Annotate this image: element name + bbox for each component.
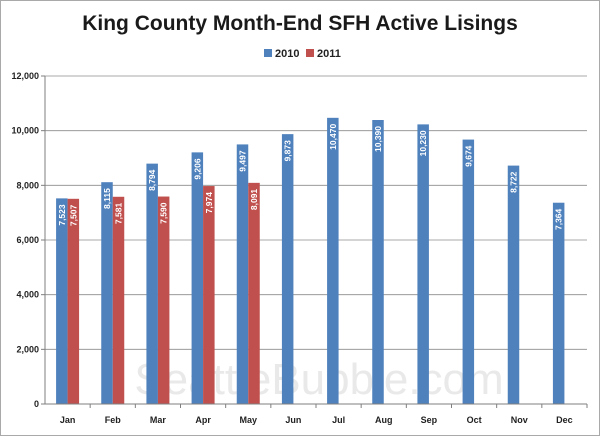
- bar-2010-Nov: [507, 165, 520, 404]
- data-label: 7,507: [68, 205, 78, 227]
- bar-2011-Jan: [67, 198, 80, 404]
- data-label: 8,091: [249, 189, 259, 211]
- x-tick-label: Aug: [375, 415, 393, 425]
- bar-2010-Dec: [552, 202, 565, 404]
- bar-2010-Jul: [327, 117, 339, 404]
- bar-2010-Sep: [417, 124, 429, 404]
- data-label: 7,364: [554, 208, 564, 230]
- bar-2010-Jun: [281, 134, 294, 404]
- data-label: 10,230: [418, 130, 428, 156]
- x-tick-label: Feb: [105, 415, 122, 425]
- data-label: 7,581: [114, 203, 124, 225]
- gridlines: [45, 75, 587, 350]
- legend: 2010 2011: [264, 48, 341, 60]
- chart-title: King County Month-End SFH Active Lisings: [82, 12, 518, 35]
- x-tick-label: Jul: [332, 415, 345, 425]
- x-tick-label: Jan: [60, 415, 76, 425]
- legend-label-2011: 2011: [317, 48, 341, 60]
- bar-2010-Jan: [56, 198, 68, 404]
- data-label: 7,523: [57, 204, 67, 226]
- bar-2011-Apr: [203, 186, 215, 404]
- x-tick-label: Mar: [150, 415, 167, 425]
- bar-2010-Aug: [372, 120, 384, 405]
- y-tick-label: 4,000: [16, 290, 39, 300]
- watermark-text: SeattleBubble.com: [134, 355, 503, 404]
- data-label: 10,470: [328, 124, 338, 150]
- data-label: 9,497: [238, 150, 248, 172]
- data-label: 9,674: [463, 145, 473, 167]
- data-label: 9,873: [283, 140, 293, 162]
- y-tick-label: 6,000: [16, 235, 39, 245]
- x-tick-label: May: [239, 415, 257, 425]
- bar-2010-Apr: [191, 152, 204, 404]
- y-axis-ticks: 0 2,000 4,000 6,000 8,000 10,000 12,000: [11, 71, 45, 409]
- legend-label-2010: 2010: [275, 48, 299, 60]
- bar-2010-Oct: [462, 139, 475, 404]
- x-axis-ticks: Jan Feb Mar Apr May Jun Jul Aug Sep Oct Nov Dec: [60, 404, 588, 425]
- bar-2010-Feb: [101, 182, 113, 404]
- data-label: 10,390: [373, 126, 383, 152]
- y-tick-label: 8,000: [16, 180, 39, 190]
- data-label: 7,590: [159, 202, 169, 224]
- x-tick-label: Sep: [421, 415, 438, 425]
- bar-2011-Mar: [157, 196, 170, 404]
- y-tick-label: 0: [34, 399, 39, 409]
- x-tick-label: Jun: [285, 415, 301, 425]
- data-label: 7,974: [204, 192, 214, 214]
- legend-swatch-2011: [306, 49, 314, 57]
- y-tick-label: 10,000: [11, 126, 39, 136]
- bar-2010-Mar: [146, 163, 158, 404]
- x-tick-label: Nov: [511, 415, 528, 425]
- y-tick-label: 2,000: [16, 344, 39, 354]
- y-tick-label: 12,000: [11, 71, 39, 81]
- bar-2010-May: [236, 144, 249, 404]
- x-tick-label: Dec: [556, 415, 573, 425]
- data-label: 8,115: [102, 188, 112, 209]
- legend-swatch-2010: [264, 49, 272, 57]
- data-label: 8,722: [509, 171, 519, 193]
- data-label: 8,794: [147, 169, 157, 191]
- bars: [56, 117, 565, 405]
- bar-2011-Feb: [112, 196, 125, 404]
- bar-2011-May: [248, 182, 260, 404]
- x-tick-label: Apr: [195, 415, 211, 425]
- data-label: 9,206: [192, 158, 202, 180]
- x-tick-label: Oct: [467, 415, 482, 425]
